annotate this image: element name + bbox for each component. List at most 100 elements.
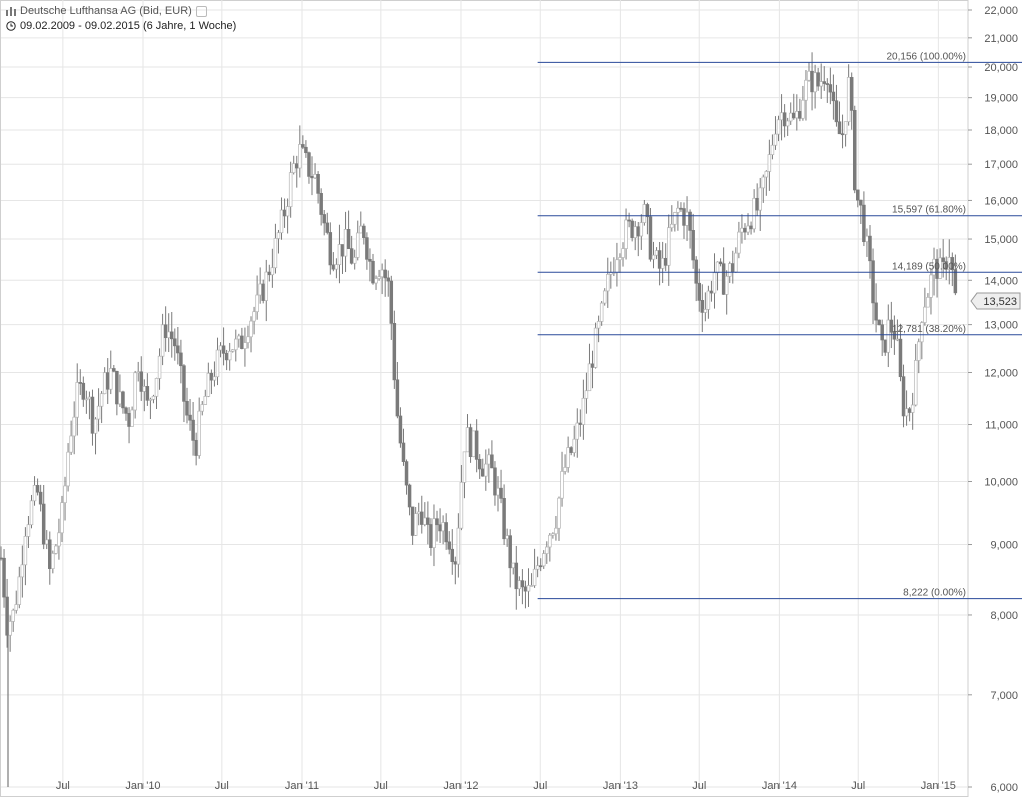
candle-body bbox=[779, 112, 784, 121]
settings-icon[interactable] bbox=[195, 5, 207, 17]
candle-body bbox=[541, 553, 546, 567]
candle-body bbox=[420, 511, 424, 525]
candle-body bbox=[804, 79, 808, 101]
fib-level-label: 12,781 (38.20%) bbox=[892, 324, 966, 335]
x-tick-label: Jul bbox=[533, 780, 547, 792]
candle-body bbox=[846, 77, 851, 123]
candle-body bbox=[112, 368, 116, 372]
candle-body bbox=[920, 322, 924, 343]
candle-body bbox=[523, 586, 528, 592]
candle-body bbox=[487, 454, 491, 465]
candle-body bbox=[609, 272, 613, 275]
candle-body bbox=[352, 257, 357, 264]
candle-body bbox=[459, 481, 464, 529]
candle-body bbox=[621, 248, 625, 258]
candle-body bbox=[273, 238, 278, 269]
candle-body bbox=[901, 376, 906, 417]
candle-body bbox=[404, 461, 409, 486]
y-tick-label: 22,000 bbox=[984, 5, 1018, 17]
candle-body bbox=[41, 503, 46, 545]
candle-body bbox=[883, 339, 887, 353]
candle-body bbox=[648, 216, 653, 260]
candle-body bbox=[340, 244, 345, 257]
candle-body bbox=[599, 302, 604, 322]
candle-body bbox=[651, 254, 656, 260]
candle-body bbox=[75, 382, 79, 418]
candle-body bbox=[87, 396, 92, 400]
plot-frame bbox=[0, 0, 969, 797]
candle-body bbox=[822, 81, 827, 84]
candle-body bbox=[481, 468, 485, 477]
fib-level-label: 14,189 (50.00%) bbox=[892, 261, 966, 272]
candle-body bbox=[212, 376, 217, 381]
candle-body bbox=[148, 398, 153, 401]
candle-body bbox=[795, 111, 799, 119]
candle-body bbox=[133, 372, 137, 411]
candle-body bbox=[697, 282, 701, 301]
candle-body bbox=[26, 524, 31, 537]
candle-body bbox=[48, 539, 52, 569]
candle-body bbox=[819, 81, 823, 87]
candle-body bbox=[490, 454, 494, 469]
candle-body bbox=[84, 398, 89, 401]
candle-body bbox=[825, 83, 830, 85]
candle-body bbox=[743, 227, 747, 233]
candle-body bbox=[304, 146, 308, 154]
candle-body bbox=[435, 518, 439, 526]
candle-body bbox=[837, 121, 842, 135]
candle-body bbox=[188, 414, 192, 421]
x-tick-label: Jan '13 bbox=[603, 780, 638, 792]
candle-body bbox=[624, 219, 628, 249]
candle-body bbox=[618, 257, 622, 261]
candle-body bbox=[852, 110, 857, 191]
candle-body bbox=[663, 257, 668, 266]
candle-body bbox=[261, 283, 265, 301]
candle-body bbox=[938, 257, 942, 279]
candle-body bbox=[145, 386, 150, 401]
candle-body bbox=[831, 91, 836, 102]
x-tick-label: Jul bbox=[215, 780, 229, 792]
candle-body bbox=[206, 372, 211, 397]
chart-title-text: Deutsche Lufthansa AG (Bid, EUR) bbox=[20, 5, 192, 17]
candle-body bbox=[38, 491, 43, 505]
last-price-label: 13,523 bbox=[983, 296, 1017, 308]
candle-body bbox=[727, 263, 732, 277]
candle-body bbox=[721, 263, 726, 295]
candle-body bbox=[380, 269, 384, 278]
candle-body bbox=[295, 163, 299, 169]
candle-body bbox=[502, 498, 506, 540]
candle-body bbox=[694, 259, 698, 284]
candle-body bbox=[365, 237, 369, 260]
y-tick-label: 6,000 bbox=[990, 782, 1018, 794]
y-tick-label: 11,000 bbox=[985, 420, 1018, 432]
candle-body bbox=[109, 368, 113, 390]
candle-body bbox=[654, 250, 659, 256]
candle-body bbox=[291, 163, 296, 173]
candle-body bbox=[499, 487, 503, 499]
candle-body bbox=[346, 229, 351, 249]
candle-body bbox=[432, 518, 436, 548]
candle-body bbox=[545, 546, 549, 554]
candle-body bbox=[615, 259, 619, 273]
y-tick-label: 10,000 bbox=[984, 477, 1018, 489]
candle-body bbox=[557, 497, 561, 529]
candle-body bbox=[237, 335, 241, 340]
candle-body bbox=[532, 568, 537, 586]
candle-body bbox=[200, 404, 204, 412]
candle-body bbox=[734, 252, 738, 273]
x-tick-label: Jan '11 bbox=[285, 780, 319, 792]
chart-date-range-text: 09.02.2009 - 09.02.2015 (6 Jahre, 1 Woch… bbox=[20, 20, 237, 32]
x-tick-label: Jul bbox=[851, 780, 865, 792]
candle-body bbox=[450, 548, 455, 563]
candle-body bbox=[865, 235, 869, 243]
candle-body bbox=[462, 451, 467, 483]
candle-body bbox=[362, 225, 366, 239]
candle-body bbox=[54, 545, 58, 554]
candle-body bbox=[740, 227, 744, 233]
candle-body bbox=[862, 204, 866, 243]
last-price-marker bbox=[970, 292, 1021, 310]
candle-body bbox=[154, 378, 159, 397]
candle-body bbox=[843, 121, 848, 135]
candle-body bbox=[243, 342, 247, 349]
candle-body bbox=[191, 419, 195, 441]
